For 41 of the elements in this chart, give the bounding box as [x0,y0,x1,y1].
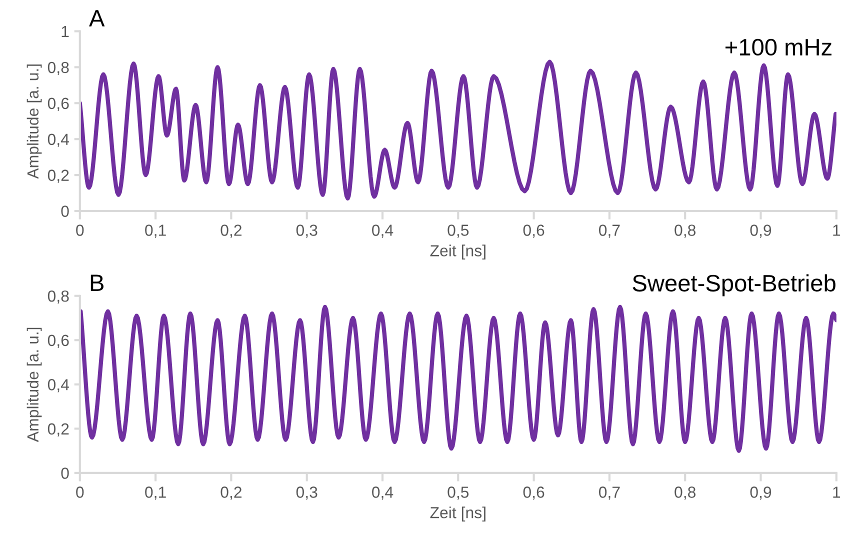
y-tick-label: 0,4 [48,134,70,147]
chart-title: A [89,10,105,26]
x-tick-label: 0,6 [523,224,544,238]
y-tick-label: 0,6 [48,334,69,348]
x-tick-label: 1 [833,224,840,236]
x-tick-label: 0,7 [598,486,620,500]
y-tick-label: 0,2 [48,170,69,183]
annotation: Sweet-Spot-Betrieb [632,274,836,296]
y-tick-label: 0 [61,468,69,479]
x-tick-label: 0,9 [750,224,772,238]
annotation: +100 mHz [726,38,832,56]
y-tick-label: 0,2 [48,423,69,436]
x-tick-label: 0,5 [448,486,469,500]
x-axis-title: Zeit [ns] [430,244,486,260]
x-tick-label: 0,2 [220,224,242,238]
chart-title: B [90,274,104,291]
y-axis-title: Amplitude [a. u.] [26,328,42,442]
x-axis-title: Zeit [ns] [430,506,486,522]
x-tick-label: 0,8 [674,224,696,238]
y-tick-label: 0 [61,206,69,217]
x-tick-label: 0,3 [296,224,318,238]
x-tick-label: 0,6 [523,486,544,500]
x-tick-label: 0,2 [220,486,242,500]
y-tick-label: 0,8 [48,62,69,76]
x-tick-label: 0,9 [750,486,772,500]
y-tick-label: 0,4 [48,379,70,392]
y-tick-label: 0,8 [48,290,69,304]
x-tick-label: 0,4 [372,224,394,238]
x-tick-label: 1 [833,486,840,498]
x-tick-label: 0 [76,224,84,236]
y-axis-title: Amplitude [a. u.] [26,64,42,179]
x-tick-label: 0 [76,486,84,498]
x-tick-label: 0,1 [145,486,166,500]
y-tick-label: 0,6 [48,98,69,111]
x-tick-label: 0,8 [674,486,696,500]
x-tick-label: 0,4 [372,486,394,500]
y-tick-label: 1 [62,26,69,38]
x-tick-label: 0,1 [145,224,166,238]
x-tick-label: 0,7 [598,224,620,238]
x-tick-label: 0,5 [448,224,469,238]
x-tick-label: 0,3 [296,486,318,500]
